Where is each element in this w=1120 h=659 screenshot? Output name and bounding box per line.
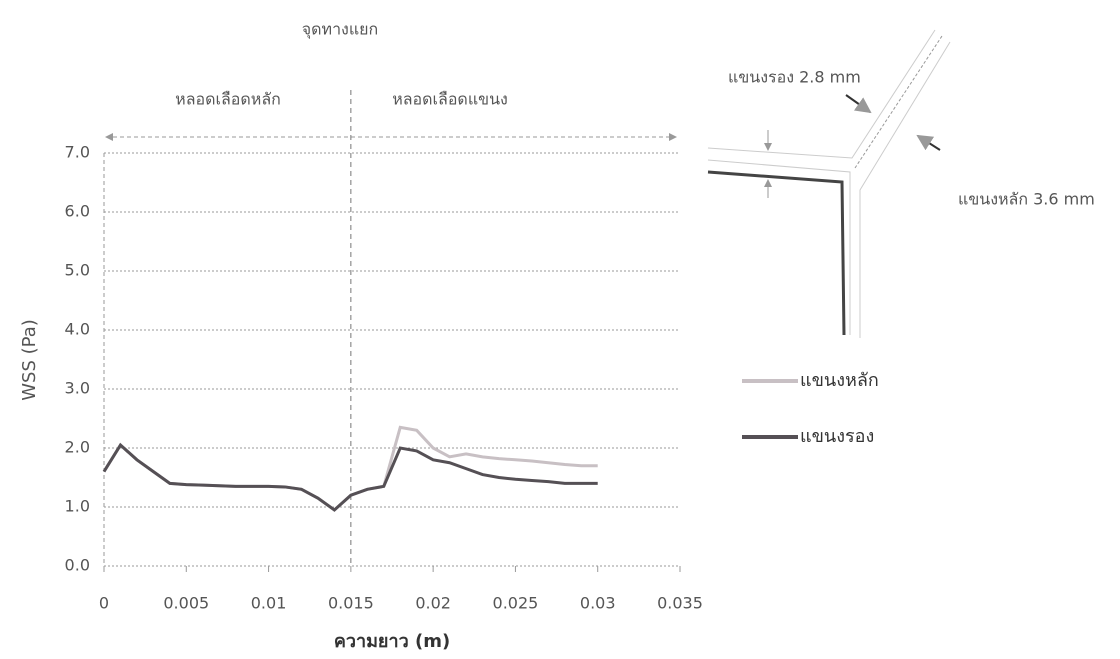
chart-title: จุดทางแยก [302, 20, 378, 40]
data-line [102, 442, 598, 512]
vessel-diagram [707, 29, 951, 338]
x-tick-label: 0.02 [415, 594, 451, 613]
y-tick-label: 7.0 [65, 143, 90, 162]
x-tick-label: 0.005 [163, 594, 209, 613]
x-tick-label: 0.035 [657, 594, 703, 613]
y-tick-label: 5.0 [65, 261, 90, 280]
x-axis-title: ความยาว (m) [334, 631, 450, 652]
legend-label: แขนงรอง [800, 426, 874, 447]
y-tick-label: 3.0 [65, 379, 90, 398]
x-tick-label: 0.025 [493, 594, 539, 613]
diagram-label: แขนงหลัก 3.6 mm [958, 190, 1095, 209]
y-tick-label: 2.0 [65, 438, 90, 457]
legend-label: แขนงหลัก [800, 370, 879, 391]
x-tick-label: 0 [99, 594, 109, 613]
y-tick-label: 6.0 [65, 202, 90, 221]
diagram-label: แขนงรอง 2.8 mm [728, 68, 861, 87]
x-tick-label: 0.015 [328, 594, 374, 613]
region-label: หลอดเลือดแขนง [392, 90, 508, 109]
region-label: หลอดเลือดหลัก [175, 90, 281, 109]
y-tick-label: 0.0 [65, 556, 90, 575]
y-tick-label: 4.0 [65, 320, 90, 339]
y-axis-title: WSS (Pa) [19, 319, 40, 401]
y-tick-label: 1.0 [65, 497, 90, 516]
x-tick-label: 0.01 [251, 594, 287, 613]
x-tick-label: 0.03 [580, 594, 616, 613]
